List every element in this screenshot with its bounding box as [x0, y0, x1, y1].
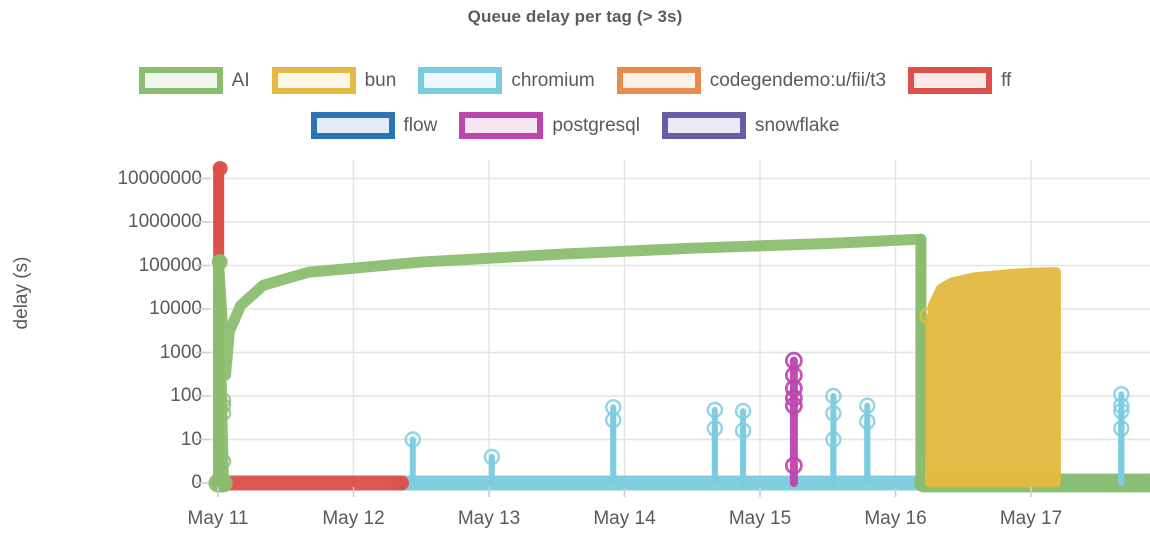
marker-chromium[interactable]: [1113, 420, 1130, 437]
marker-chromium[interactable]: [483, 448, 501, 466]
marker-chromium[interactable]: [605, 399, 622, 416]
marker-chromium[interactable]: [825, 431, 842, 448]
legend-label: codegendemo:u/fii/t3: [709, 69, 887, 91]
legend-item-ff[interactable]: ff: [908, 67, 1011, 94]
legend-swatch-icon: [459, 112, 544, 139]
chart-legend: AI bun chromium codegendemo:u/fii/t3 ff flow…: [0, 58, 1150, 148]
legend-label: flow: [403, 114, 438, 136]
x-tick-label: May 13: [457, 508, 521, 529]
legend-item-codegendemo-u-fii-t3[interactable]: codegendemo:u/fii/t3: [616, 67, 887, 94]
x-tick-label: May 17: [999, 508, 1063, 529]
marker-chromium[interactable]: [859, 397, 876, 414]
legend-label: snowflake: [754, 114, 840, 136]
legend-item-ai[interactable]: AI: [138, 67, 250, 94]
y-tick-label: 10000000: [117, 167, 202, 189]
legend-swatch-icon: [661, 112, 746, 139]
x-tick-label: May 12: [322, 508, 385, 529]
legend-row-2: flow postgresql snowflake: [0, 103, 1150, 148]
legend-swatch-icon: [418, 67, 503, 94]
marker-chromium[interactable]: [734, 402, 752, 420]
legend-item-bun[interactable]: bun: [271, 67, 397, 94]
marker-ff[interactable]: [212, 160, 228, 176]
legend-swatch-icon: [908, 67, 993, 94]
legend-swatch-icon: [310, 112, 395, 139]
series-area-bun: [924, 267, 1061, 488]
legend-item-snowflake[interactable]: snowflake: [661, 112, 840, 139]
y-tick-label: 100000: [138, 254, 202, 276]
x-tick-label: May 15: [728, 508, 792, 529]
legend-swatch-icon: [138, 67, 223, 94]
marker-chromium[interactable]: [734, 422, 752, 439]
marker-chromium[interactable]: [706, 401, 724, 419]
marker-chromium[interactable]: [706, 420, 724, 437]
legend-swatch-icon: [616, 67, 701, 94]
legend-label: chromium: [511, 69, 595, 91]
legend-row-1: AI bun chromium codegendemo:u/fii/t3 ff: [0, 58, 1150, 103]
marker-postgresql[interactable]: [784, 456, 803, 475]
marker-chromium[interactable]: [825, 405, 842, 422]
marker-chromium[interactable]: [825, 387, 842, 405]
y-tick-label: 100: [170, 385, 202, 406]
marker-postgresql[interactable]: [784, 366, 803, 385]
legend-swatch-icon: [271, 67, 356, 94]
x-tick-label: May 11: [187, 508, 249, 529]
marker-chromium[interactable]: [1113, 385, 1130, 403]
y-tick-label: 1000000: [128, 211, 202, 232]
marker-postgresql[interactable]: [784, 379, 803, 398]
y-tick-label: 10: [180, 428, 202, 450]
legend-label: bun: [364, 69, 397, 91]
marker-chromium[interactable]: [1113, 402, 1130, 420]
series-line-ai: [213, 233, 927, 489]
legend-label: ff: [1001, 69, 1012, 91]
y-tick-label: 10000: [149, 298, 202, 319]
marker-postgresql[interactable]: [784, 396, 803, 415]
marker-chromium[interactable]: [605, 411, 622, 429]
y-tick-label: 1000: [159, 341, 202, 363]
x-tick-label: May 16: [864, 508, 927, 529]
legend-item-chromium[interactable]: chromium: [418, 67, 595, 94]
marker-chromium[interactable]: [404, 431, 421, 448]
marker-postgresql[interactable]: [784, 389, 803, 407]
marker-chromium[interactable]: [859, 413, 876, 430]
legend-item-flow[interactable]: flow: [310, 112, 438, 139]
legend-label: AI: [231, 69, 250, 91]
legend-label: postgresql: [552, 114, 640, 136]
chart-title: Queue delay per tag (> 3s): [467, 7, 683, 26]
x-tick-label: May 14: [593, 508, 656, 529]
legend-item-postgresql[interactable]: postgresql: [459, 112, 640, 139]
